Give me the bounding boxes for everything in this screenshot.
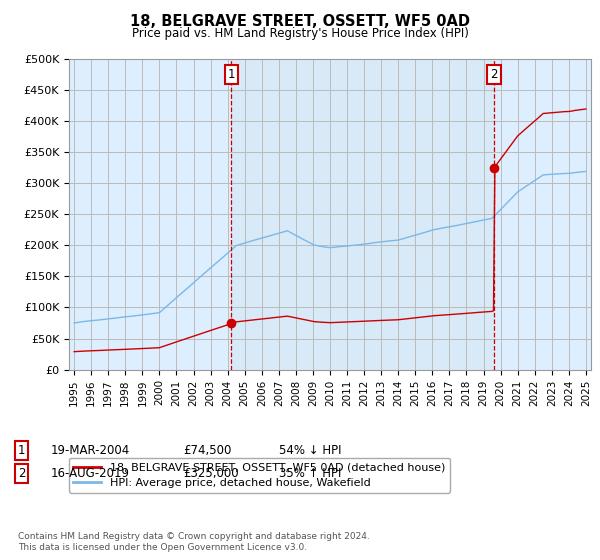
- Bar: [231, 59, 494, 370]
- Text: 16-AUG-2019: 16-AUG-2019: [51, 466, 130, 480]
- Text: 1: 1: [18, 444, 25, 458]
- Text: £325,000: £325,000: [183, 466, 239, 480]
- Legend: 18, BELGRAVE STREET, OSSETT, WF5 0AD (detached house), HPI: Average price, detac: 18, BELGRAVE STREET, OSSETT, WF5 0AD (de…: [69, 458, 450, 493]
- Text: 18, BELGRAVE STREET, OSSETT, WF5 0AD: 18, BELGRAVE STREET, OSSETT, WF5 0AD: [130, 14, 470, 29]
- Text: 35% ↑ HPI: 35% ↑ HPI: [279, 466, 341, 480]
- Text: Price paid vs. HM Land Registry's House Price Index (HPI): Price paid vs. HM Land Registry's House …: [131, 27, 469, 40]
- Text: 1: 1: [227, 68, 235, 81]
- Text: 19-MAR-2004: 19-MAR-2004: [51, 444, 130, 458]
- Text: £74,500: £74,500: [183, 444, 232, 458]
- Text: 2: 2: [490, 68, 498, 81]
- Text: Contains HM Land Registry data © Crown copyright and database right 2024.
This d: Contains HM Land Registry data © Crown c…: [18, 532, 370, 552]
- Text: 54% ↓ HPI: 54% ↓ HPI: [279, 444, 341, 458]
- Text: 2: 2: [18, 466, 25, 480]
